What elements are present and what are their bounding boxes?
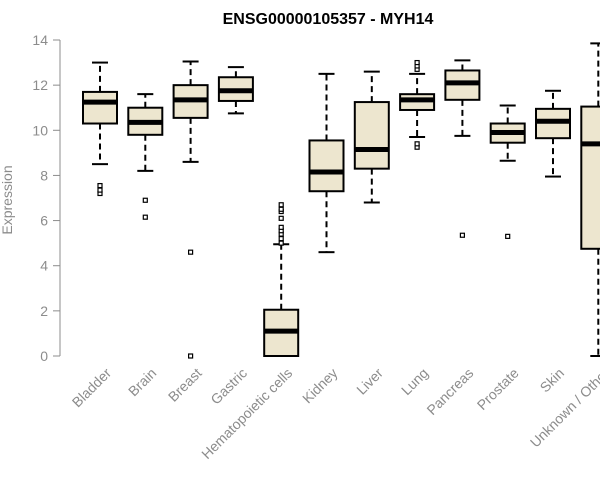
box-unknown-other [580, 42, 600, 357]
box-hematopoietic-cells [263, 202, 300, 358]
x-tick-label: Pancreas [423, 365, 476, 418]
outlier-point [459, 232, 465, 238]
outlier-point [278, 202, 284, 208]
x-tick-label: Breast [165, 365, 205, 405]
y-axis: 0 2 4 6 8 10 12 14 [32, 32, 61, 364]
outlier-point [505, 233, 511, 239]
x-tick-label: Skin [537, 365, 568, 396]
box-bladder [82, 61, 118, 197]
outlier-point [278, 206, 284, 212]
box-kidney [308, 72, 345, 254]
y-tick-label: 14 [32, 32, 48, 48]
outlier-point [142, 214, 148, 220]
x-tick-label: Bladder [69, 365, 115, 411]
box-skin [535, 89, 571, 178]
y-tick-label: 8 [40, 167, 48, 183]
box-liver [353, 70, 390, 204]
box-gastric [217, 66, 254, 115]
x-tick-label: Prostate [474, 365, 522, 413]
boxes-group [82, 42, 600, 359]
outlier-point [142, 197, 148, 203]
outlier-point [278, 236, 284, 242]
box-pancreas [444, 59, 481, 238]
y-tick-label: 10 [32, 122, 48, 138]
outlier-point [414, 141, 420, 147]
box-lung [399, 59, 436, 150]
iqr-box [580, 105, 600, 250]
y-tick-label: 6 [40, 213, 48, 229]
y-tick-label: 12 [32, 77, 48, 93]
outlier-point [278, 240, 284, 246]
iqr-box [82, 90, 118, 125]
y-tick-label: 0 [40, 348, 48, 364]
box-brain [127, 93, 164, 220]
x-tick-label: Gastric [207, 365, 250, 408]
outlier-point [278, 224, 284, 230]
outlier-point [414, 59, 420, 66]
x-tick-label: Liver [353, 365, 386, 398]
y-tick-label: 2 [40, 303, 48, 319]
x-tick-label: Kidney [299, 365, 341, 407]
x-tick-label: Brain [125, 365, 159, 399]
chart-title: ENSG00000105357 - MYH14 [223, 11, 434, 28]
iqr-box [353, 101, 390, 170]
y-tick-label: 4 [40, 258, 48, 274]
outlier-point [97, 187, 103, 193]
box-breast [172, 60, 209, 359]
outlier-point [278, 215, 284, 221]
outlier-point [97, 182, 103, 189]
outlier-point [188, 353, 194, 359]
box-prostate [489, 104, 526, 239]
y-axis-label: Expression [0, 165, 15, 234]
x-tick-label: Lung [398, 365, 431, 398]
outlier-point [188, 249, 194, 255]
iqr-box [308, 139, 345, 193]
